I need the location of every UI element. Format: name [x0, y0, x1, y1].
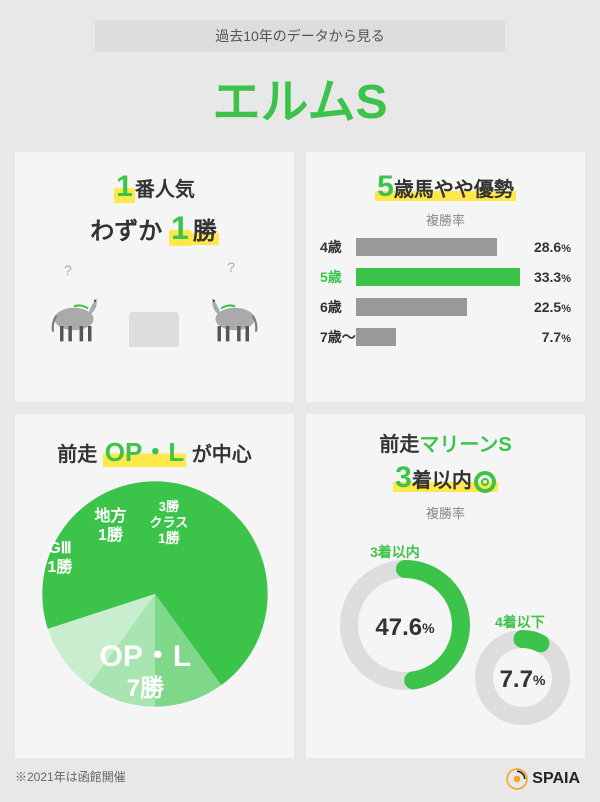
brand-icon — [506, 768, 528, 790]
bar-fill — [356, 268, 520, 286]
marine-subtitle: 複勝率 — [320, 503, 571, 522]
header-subtitle: 過去10年のデータから見る — [95, 20, 505, 52]
panel-grid: 1番人気 わずか 1勝 ? ? — [15, 152, 585, 758]
panel-favorite-title: 1番人気 — [29, 170, 280, 204]
bar-track — [356, 298, 528, 316]
pie-slice-label: GⅢ1勝 — [48, 539, 73, 577]
marine-text: 着以内 — [412, 470, 472, 492]
bar-track — [356, 268, 528, 286]
bar-fill — [356, 298, 467, 316]
double-circle-icon — [474, 471, 496, 493]
donut: 47.6% — [340, 560, 470, 695]
panel-age: 5歳馬やや優勢 複勝率 4歳 28.6% 5歳 33.3% 6歳 22.5% 7… — [306, 152, 585, 402]
marine-num: 3 — [395, 461, 412, 494]
bar-fill — [356, 328, 396, 346]
panel-marine: 前走マリーンS 3着以内 複勝率 47.6%3着以内 7.7%4着以下 — [306, 414, 585, 758]
prev-pre: 前走 — [57, 444, 97, 466]
panel-favorite-line2: わずか 1勝 — [29, 210, 280, 247]
pie-chart: OP・L7勝 GⅢ1勝地方1勝 3勝 クラス1勝 — [40, 479, 270, 709]
bar-age-label: 7歳〜 — [320, 327, 356, 347]
donut-label: 4着以下 — [495, 612, 545, 632]
prev-green: OP・L — [103, 437, 186, 467]
podium-icon — [129, 312, 179, 347]
age-bar-chart: 4歳 28.6% 5歳 33.3% 6歳 22.5% 7歳〜 7.7% — [320, 237, 571, 347]
bar-value: 33.3% — [534, 269, 571, 285]
bar-fill — [356, 238, 497, 256]
horses-illustration: ? ? — [29, 277, 280, 347]
fav-suffix: 番人気 — [135, 179, 195, 201]
bar-row: 5歳 33.3% — [320, 267, 571, 287]
panel-favorite: 1番人気 わずか 1勝 ? ? — [15, 152, 294, 402]
footnote: ※2021年は函館開催 — [15, 768, 585, 785]
bar-row: 6歳 22.5% — [320, 297, 571, 317]
donut-value: 7.7% — [475, 630, 570, 730]
question-mark-icon: ? — [64, 262, 72, 278]
pie-slice-label: OP・L7勝 — [100, 639, 192, 704]
brand-logo: SPAIA — [506, 768, 580, 790]
panel-prev-race: 前走 OP・L が中心 OP・L7勝 GⅢ1勝地方1勝 3勝 クラス1勝 — [15, 414, 294, 758]
bar-value: 22.5% — [534, 299, 571, 315]
question-mark-icon: ? — [227, 259, 235, 275]
age-subtitle: 複勝率 — [320, 210, 571, 229]
marine-green: マリーンS — [419, 434, 511, 456]
marine-pre: 前走 — [379, 434, 419, 456]
fav-l2-num: 1 — [169, 210, 191, 246]
horse-icon — [39, 277, 109, 347]
bar-track — [356, 238, 528, 256]
prev-post: が中心 — [192, 444, 252, 466]
donut-value: 47.6% — [340, 560, 470, 695]
bar-row: 7歳〜 7.7% — [320, 327, 571, 347]
age-title-num: 5 — [377, 170, 394, 203]
pie-slice-label: 3勝 クラス1勝 — [150, 499, 189, 547]
age-title-text: 歳馬やや優勢 — [394, 179, 514, 201]
prev-title: 前走 OP・L が中心 — [29, 432, 280, 469]
panel-age-title: 5歳馬やや優勢 — [320, 170, 571, 204]
bar-age-label: 4歳 — [320, 237, 356, 257]
bar-age-label: 6歳 — [320, 297, 356, 317]
bar-track — [356, 328, 536, 346]
donut-label: 3着以内 — [370, 542, 420, 562]
brand-text: SPAIA — [532, 770, 580, 788]
bar-age-label: 5歳 — [320, 267, 356, 287]
pie-slice-label: 地方1勝 — [95, 507, 127, 545]
marine-title: 前走マリーンS 3着以内 — [320, 432, 571, 497]
horse-icon — [200, 277, 270, 347]
donut-charts: 47.6%3着以内 7.7%4着以下 — [320, 530, 571, 740]
fav-l2-suf: 勝 — [191, 218, 219, 245]
fav-num: 1 — [114, 170, 135, 203]
bar-value: 7.7% — [542, 329, 571, 345]
fav-l2-pre: わずか — [90, 218, 162, 245]
header-title: エルムS — [15, 62, 585, 132]
bar-value: 28.6% — [534, 239, 571, 255]
donut: 7.7% — [475, 630, 570, 730]
bar-row: 4歳 28.6% — [320, 237, 571, 257]
